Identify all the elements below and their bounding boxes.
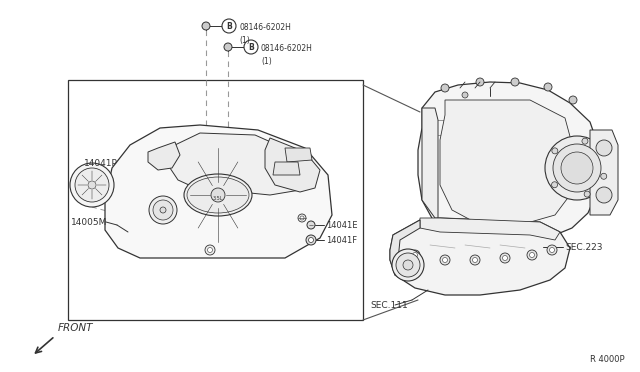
Text: 14041P: 14041P <box>84 158 118 167</box>
Text: FRONT: FRONT <box>58 323 93 333</box>
Text: B: B <box>248 42 254 51</box>
Circle shape <box>582 138 588 144</box>
Circle shape <box>596 187 612 203</box>
Circle shape <box>527 250 537 260</box>
Circle shape <box>153 200 173 220</box>
Circle shape <box>149 196 177 224</box>
Polygon shape <box>265 138 320 192</box>
Circle shape <box>442 257 447 263</box>
Circle shape <box>202 22 210 30</box>
Polygon shape <box>590 130 618 215</box>
Circle shape <box>596 140 612 156</box>
Polygon shape <box>440 100 575 225</box>
Polygon shape <box>420 218 560 240</box>
Polygon shape <box>168 133 310 195</box>
Circle shape <box>392 249 424 281</box>
Circle shape <box>205 245 215 255</box>
Bar <box>68 80 363 320</box>
Circle shape <box>552 148 558 154</box>
Polygon shape <box>390 220 420 278</box>
Circle shape <box>222 19 236 33</box>
Polygon shape <box>285 148 312 162</box>
Circle shape <box>300 216 304 220</box>
Circle shape <box>529 253 534 257</box>
Circle shape <box>553 144 601 192</box>
Circle shape <box>211 188 225 202</box>
Ellipse shape <box>184 174 252 216</box>
Polygon shape <box>390 218 570 295</box>
Circle shape <box>584 191 590 197</box>
Circle shape <box>545 136 609 200</box>
Circle shape <box>224 43 232 51</box>
Circle shape <box>500 253 510 263</box>
Circle shape <box>470 255 480 265</box>
Circle shape <box>396 253 420 277</box>
Polygon shape <box>148 142 180 170</box>
Polygon shape <box>273 162 300 175</box>
Text: B: B <box>226 22 232 31</box>
Circle shape <box>70 163 114 207</box>
Polygon shape <box>418 82 600 244</box>
Circle shape <box>75 168 109 202</box>
Circle shape <box>561 152 593 184</box>
Circle shape <box>440 255 450 265</box>
Circle shape <box>308 237 314 243</box>
Text: 3.5L: 3.5L <box>212 196 223 201</box>
Text: 14041E: 14041E <box>326 221 358 230</box>
Circle shape <box>552 182 557 188</box>
Circle shape <box>502 256 508 260</box>
Circle shape <box>207 247 212 253</box>
Circle shape <box>569 96 577 104</box>
Circle shape <box>306 235 316 245</box>
Text: SEC.111: SEC.111 <box>370 301 408 310</box>
Text: R 4000P: R 4000P <box>590 356 625 365</box>
Circle shape <box>550 247 554 253</box>
Circle shape <box>410 250 420 260</box>
Circle shape <box>441 84 449 92</box>
Circle shape <box>413 253 417 257</box>
Circle shape <box>547 245 557 255</box>
Text: 08146-6202H
(1): 08146-6202H (1) <box>261 44 313 65</box>
Polygon shape <box>105 125 332 258</box>
Circle shape <box>88 181 96 189</box>
Polygon shape <box>422 108 438 218</box>
Text: 08146-6202H
(1): 08146-6202H (1) <box>239 23 291 45</box>
Circle shape <box>403 260 413 270</box>
Text: 14005M: 14005M <box>71 218 108 227</box>
Circle shape <box>462 92 468 98</box>
Circle shape <box>511 78 519 86</box>
Ellipse shape <box>187 177 249 213</box>
Circle shape <box>307 221 315 229</box>
Circle shape <box>476 78 484 86</box>
Text: 14041F: 14041F <box>326 235 357 244</box>
Circle shape <box>472 257 477 263</box>
Circle shape <box>601 173 607 179</box>
Circle shape <box>160 207 166 213</box>
Circle shape <box>244 40 258 54</box>
Circle shape <box>298 214 306 222</box>
Circle shape <box>544 83 552 91</box>
Text: SEC.223: SEC.223 <box>565 243 602 251</box>
